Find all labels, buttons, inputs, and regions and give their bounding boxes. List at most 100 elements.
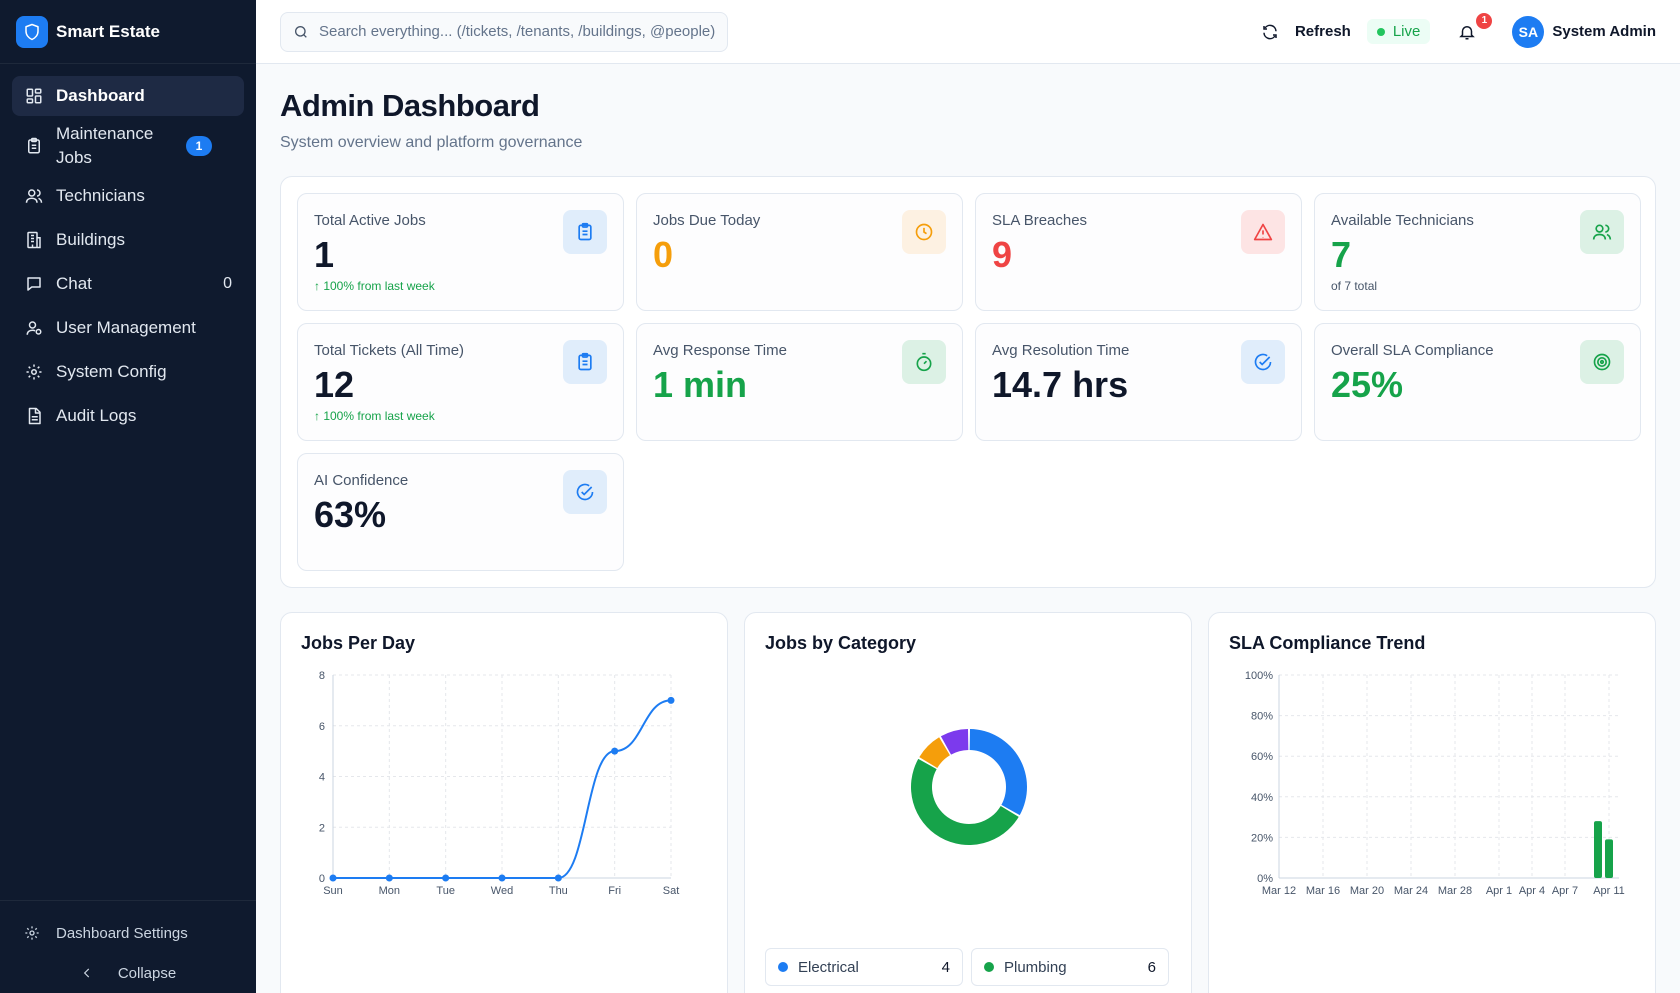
sla-trend-title: SLA Compliance Trend <box>1229 633 1426 653</box>
user-name: System Admin <box>1552 23 1656 40</box>
stat-value: 1 min <box>653 364 748 405</box>
sidebar-item-label: Maintenance Jobs <box>56 124 154 167</box>
brand[interactable]: Smart Estate <box>0 0 256 64</box>
search-icon <box>293 24 309 40</box>
main-content: Admin Dashboard System overview and plat… <box>256 64 1680 993</box>
jobs-by-category-card: Jobs by Category Electrical4Plumbing6Mai… <box>744 612 1192 993</box>
stat-card-total-active-jobs[interactable]: Total Active Jobs 1 ↑ 100% from last week <box>297 193 624 311</box>
sla-bar[interactable] <box>1605 839 1613 878</box>
sidebar-nav: Dashboard Maintenance Jobs 1 Technicians… <box>0 64 256 436</box>
chevron-left-icon <box>80 966 94 980</box>
notifications-button[interactable]: 1 <box>1458 12 1493 41</box>
x-tick-label: Mon <box>379 885 400 897</box>
sidebar-item-system-config[interactable]: System Config <box>12 352 244 392</box>
jobs-per-day-title: Jobs Per Day <box>301 633 416 653</box>
search-box[interactable] <box>280 11 728 52</box>
sidebar-item-label: Chat <box>56 274 92 293</box>
sidebar-item-user-management[interactable]: User Management <box>12 308 244 348</box>
collapse-button[interactable]: Collapse <box>0 953 256 993</box>
stat-card-sla-breaches[interactable]: SLA Breaches 9 <box>975 193 1302 311</box>
stat-label: Avg Response Time <box>653 342 787 359</box>
data-point[interactable] <box>385 874 393 882</box>
avatar: SA <box>1512 15 1545 48</box>
data-point[interactable] <box>442 874 450 882</box>
chat-count: 0 <box>223 275 232 292</box>
sidebar-item-label: Buildings <box>56 230 125 249</box>
x-tick-label: Thu <box>549 885 568 897</box>
stat-card-overall-sla-compliance[interactable]: Overall SLA Compliance 25% <box>1314 323 1641 441</box>
y-tick-label: 60% <box>1251 751 1273 763</box>
data-point[interactable] <box>329 874 337 882</box>
sidebar-item-dashboard[interactable]: Dashboard <box>12 76 244 116</box>
stat-card-total-tickets-all-time[interactable]: Total Tickets (All Time) 12 ↑ 100% from la… <box>297 323 624 441</box>
legend-count: 4 <box>941 958 950 976</box>
legend-item-electrical[interactable]: Electrical 4 <box>765 948 963 986</box>
stat-label: Overall SLA Compliance <box>1331 342 1494 359</box>
stat-card-ai-confidence[interactable]: AI Confidence 63% <box>297 453 624 571</box>
stat-footnote: ↑ 100% from last week <box>314 279 435 293</box>
dashboard-settings-button[interactable]: Dashboard Settings <box>0 913 256 953</box>
x-tick-label: Mar 24 <box>1394 885 1428 897</box>
stopwatch-icon <box>902 340 946 384</box>
brand-name: Smart Estate <box>56 21 160 41</box>
user-menu[interactable]: SA System Admin <box>1512 15 1656 48</box>
slice-hvac[interactable] <box>940 729 969 755</box>
header-actions: Refresh Live 1 SA System Admin <box>1261 12 1656 48</box>
sidebar-footer: Dashboard Settings Collapse <box>0 900 256 993</box>
legend-label: Plumbing <box>1004 958 1067 976</box>
stats-panel: Total Active Jobs 1 ↑ 100% from last week J… <box>280 176 1656 588</box>
stat-value: 14.7 hrs <box>992 364 1129 405</box>
sidebar-item-label: User Management <box>56 318 196 337</box>
sidebar-item-label: Technicians <box>56 186 145 205</box>
stat-card-avg-response-time[interactable]: Avg Response Time 1 min <box>636 323 963 441</box>
search-input[interactable] <box>319 23 715 40</box>
stat-card-avg-resolution-time[interactable]: Avg Resolution Time 14.7 hrs <box>975 323 1302 441</box>
gear-icon <box>24 362 44 382</box>
x-tick-label: Mar 28 <box>1438 885 1472 897</box>
refresh-label: Refresh <box>1294 23 1351 40</box>
slice-electrical[interactable] <box>969 729 1027 816</box>
sidebar-item-chat[interactable]: Chat 0 <box>12 264 244 304</box>
y-tick-label: 100% <box>1245 670 1273 682</box>
x-tick-label: Fri <box>608 885 621 897</box>
check-circle-icon <box>563 470 607 514</box>
jobs-per-day-card: Jobs Per Day 0 2 4 6 8 Sun Mon Tue Wed Thu Fri Sat <box>280 612 728 993</box>
data-point[interactable] <box>498 874 506 882</box>
stat-footnote: of 7 total <box>1331 279 1378 293</box>
x-tick-label: Mar 12 <box>1262 885 1296 897</box>
y-tick-label: 80% <box>1251 711 1273 723</box>
notification-count-badge: 1 <box>1476 12 1493 29</box>
sla-trend-card: SLA Compliance Trend 0% 20% 40% 60% 80% 100% M… <box>1208 612 1656 993</box>
x-tick-label: Sat <box>663 885 680 897</box>
sidebar-item-audit-logs[interactable]: Audit Logs <box>12 396 244 436</box>
sidebar: Smart Estate Dashboard Maintenance Jobs … <box>0 0 256 993</box>
sidebar-item-technicians[interactable]: Technicians <box>12 176 244 216</box>
x-tick-label: Apr 1 <box>1486 885 1512 897</box>
clipboard-icon <box>24 136 44 156</box>
slice-maintenance[interactable] <box>919 737 950 768</box>
jobs-line-series <box>332 699 672 879</box>
legend-dot-icon <box>984 962 994 972</box>
stat-card-jobs-due-today[interactable]: Jobs Due Today 0 <box>636 193 963 311</box>
stat-card-available-technicians[interactable]: Available Technicians 7 of 7 total <box>1314 193 1641 311</box>
jobs-by-category-title: Jobs by Category <box>765 633 917 653</box>
dashboard-grid-icon <box>24 86 44 106</box>
check-circle-icon <box>1241 340 1285 384</box>
legend-item-plumbing[interactable]: Plumbing 6 <box>971 948 1169 986</box>
data-point[interactable] <box>611 747 619 755</box>
stat-label: Jobs Due Today <box>653 212 761 229</box>
refresh-button[interactable]: Refresh <box>1261 23 1351 41</box>
data-point[interactable] <box>667 696 675 704</box>
top-header: Refresh Live 1 SA System Admin <box>256 0 1680 64</box>
warning-triangle-icon <box>1241 210 1285 254</box>
slice-plumbing[interactable] <box>911 758 1019 845</box>
sla-bar[interactable] <box>1594 821 1602 878</box>
sidebar-item-label: Audit Logs <box>56 406 137 425</box>
y-tick-label: 40% <box>1251 792 1273 804</box>
y-tick-label: 0 <box>319 873 325 885</box>
y-tick-label: 2 <box>319 822 325 834</box>
stat-value: 1 <box>314 234 335 275</box>
sidebar-item-buildings[interactable]: Buildings <box>12 220 244 260</box>
sidebar-item-maintenance-jobs[interactable]: Maintenance Jobs 1 <box>12 120 244 172</box>
data-point[interactable] <box>554 874 562 882</box>
